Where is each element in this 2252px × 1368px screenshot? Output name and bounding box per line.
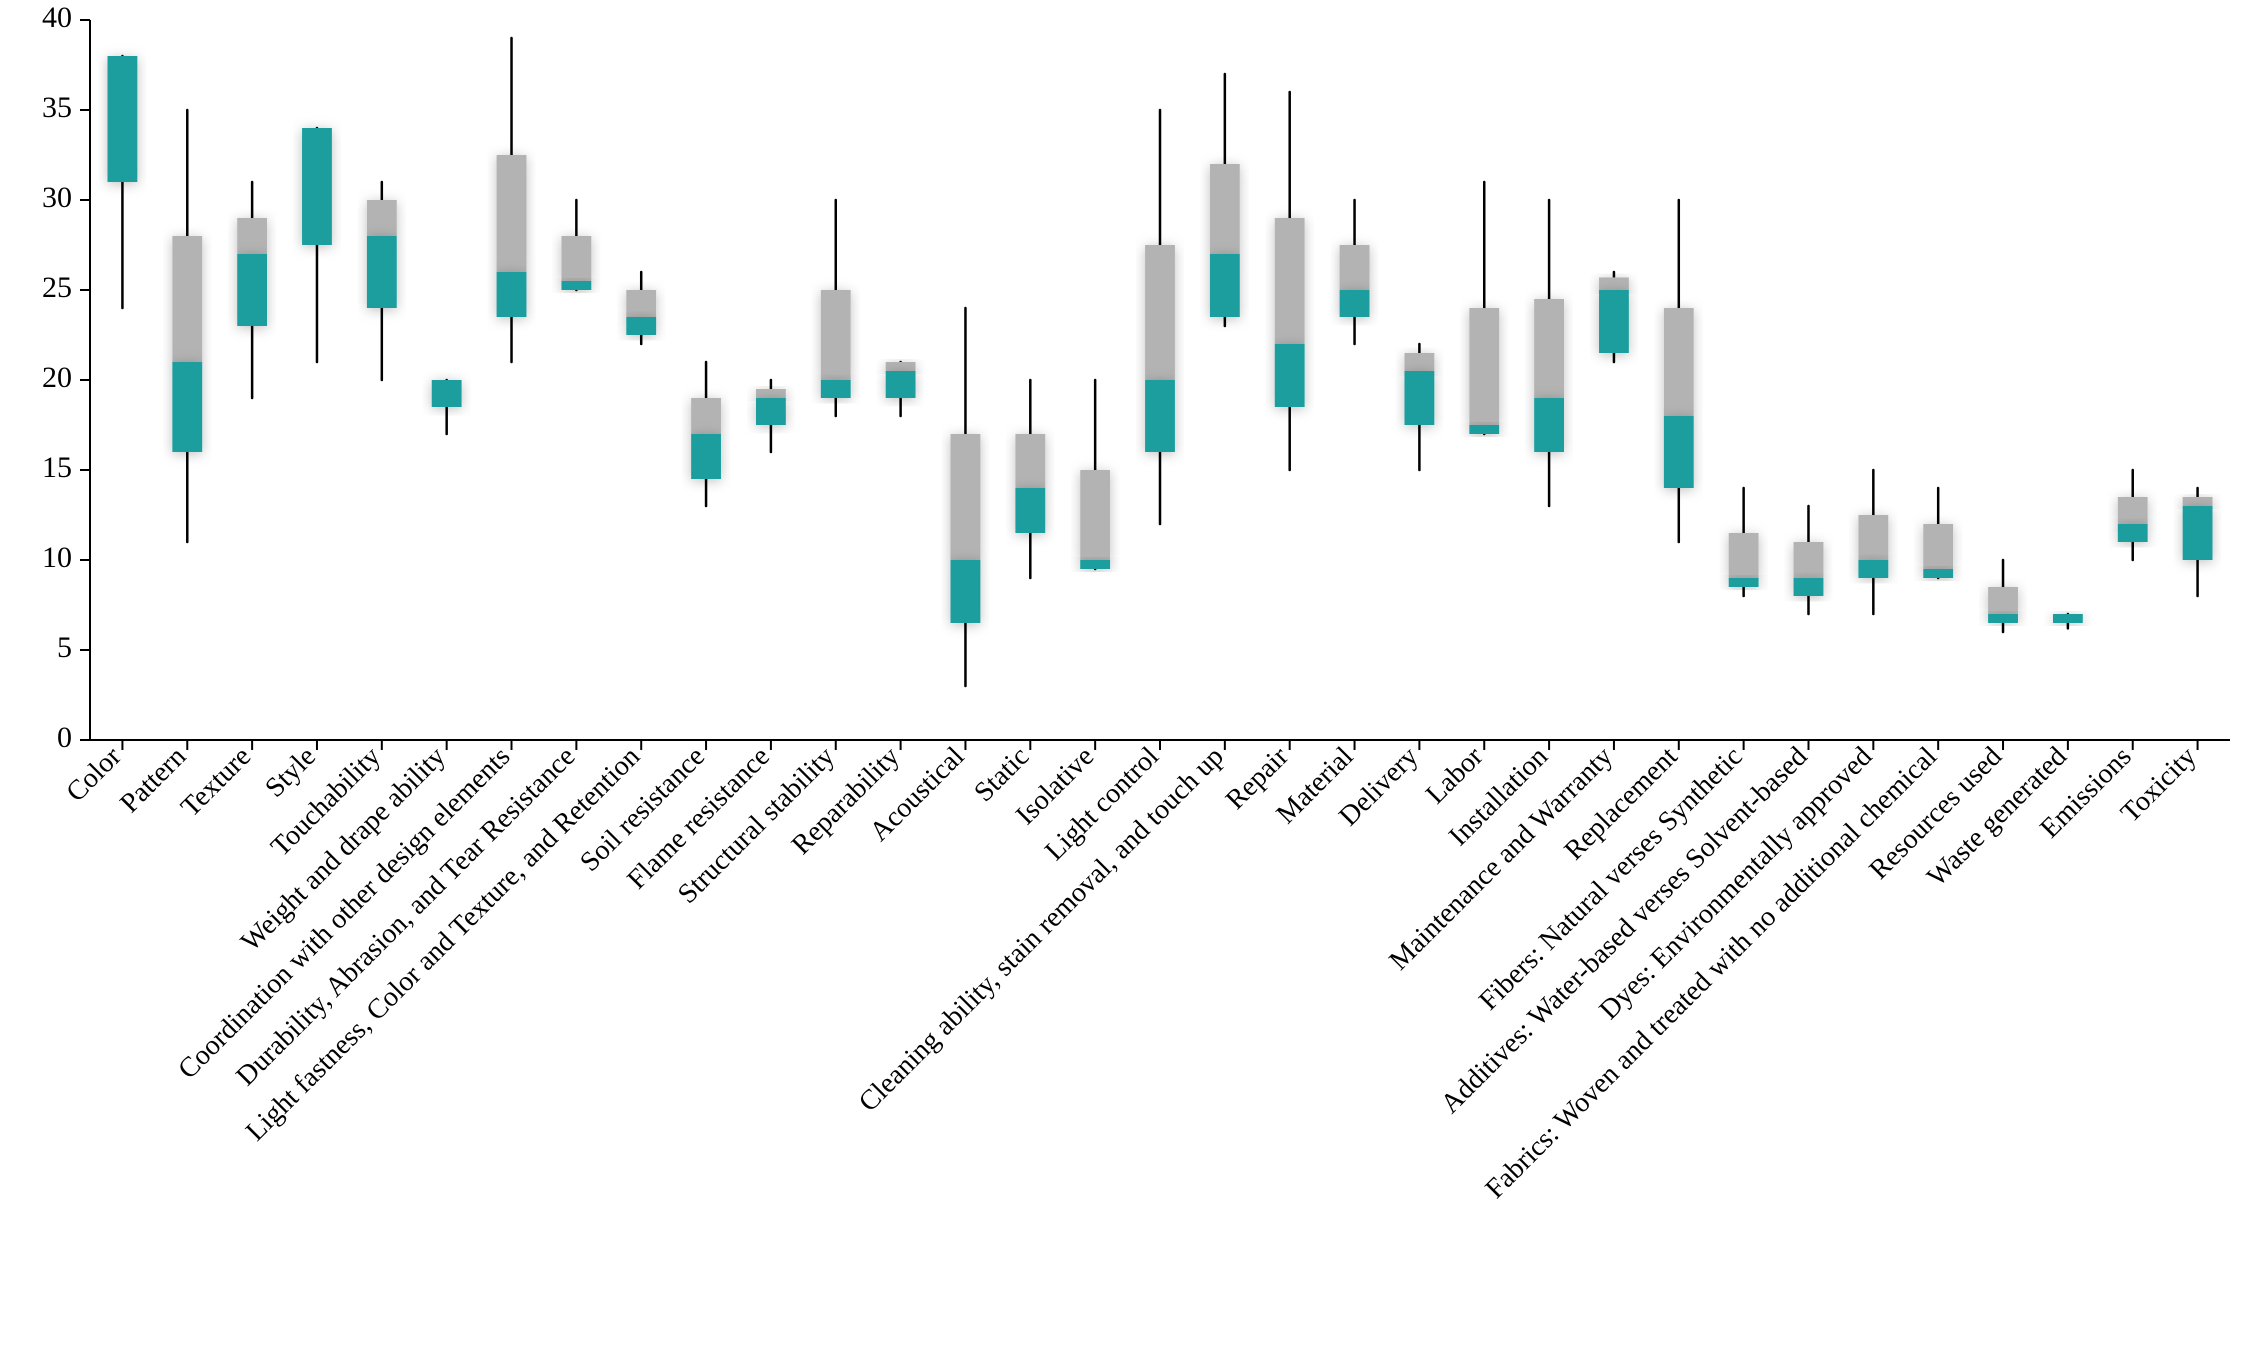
box-upper	[1404, 353, 1434, 371]
box-lower	[172, 362, 202, 452]
box-lower	[1145, 380, 1175, 452]
y-tick-label: 5	[57, 631, 72, 664]
box-upper	[1858, 515, 1888, 560]
box-upper	[1599, 277, 1629, 290]
y-tick-label: 20	[42, 361, 72, 394]
box-lower	[1469, 425, 1499, 434]
box-upper	[1340, 245, 1370, 290]
box-lower	[108, 56, 138, 182]
box-upper	[756, 389, 786, 398]
box-lower	[1404, 371, 1434, 425]
box-lower	[237, 254, 267, 326]
box-lower	[626, 317, 656, 335]
box-lower	[1015, 488, 1045, 533]
box-lower	[1858, 560, 1888, 578]
box-lower	[1794, 578, 1824, 596]
y-tick-label: 35	[42, 91, 72, 124]
box-upper	[497, 155, 527, 272]
y-tick-label: 10	[42, 541, 72, 574]
box-lower	[821, 380, 851, 398]
box-upper	[1729, 533, 1759, 578]
y-tick-label: 15	[42, 451, 72, 484]
boxplot-chart: 0510152025303540ColorPatternTextureStyle…	[0, 0, 2252, 1368]
box-upper	[1015, 434, 1045, 488]
box-lower	[1923, 569, 1953, 578]
box-upper	[1988, 587, 2018, 614]
box-upper	[2118, 497, 2148, 524]
box-lower	[1080, 560, 1110, 569]
box-upper	[561, 236, 591, 281]
box-lower	[432, 380, 462, 407]
box-upper	[691, 398, 721, 434]
box-upper	[821, 290, 851, 380]
box-lower	[1664, 416, 1694, 488]
y-tick-label: 0	[57, 721, 72, 754]
box-upper	[1469, 308, 1499, 425]
box-lower	[2183, 506, 2213, 560]
box-upper	[1534, 299, 1564, 398]
box-lower	[691, 434, 721, 479]
box-upper	[367, 200, 397, 236]
box-upper	[1923, 524, 1953, 569]
x-tick-label: Texture	[175, 741, 257, 823]
box-lower	[497, 272, 527, 317]
box-lower	[367, 236, 397, 308]
chart-svg: 0510152025303540ColorPatternTextureStyle…	[0, 0, 2252, 1368]
box-lower	[561, 281, 591, 290]
y-tick-label: 40	[42, 1, 72, 34]
y-tick-label: 25	[42, 271, 72, 304]
box-lower	[2118, 524, 2148, 542]
box-lower	[1210, 254, 1240, 317]
box-lower	[886, 371, 916, 398]
box-upper	[1080, 470, 1110, 560]
box-lower	[302, 128, 332, 245]
box-upper	[1794, 542, 1824, 578]
box-upper	[1210, 164, 1240, 254]
box-lower	[1534, 398, 1564, 452]
box-lower	[2053, 614, 2083, 623]
box-upper	[626, 290, 656, 317]
box-lower	[951, 560, 981, 623]
box-upper	[886, 362, 916, 371]
box-lower	[756, 398, 786, 425]
box-upper	[237, 218, 267, 254]
box-lower	[1275, 344, 1305, 407]
box-upper	[951, 434, 981, 560]
box-upper	[2183, 497, 2213, 506]
box-upper	[1145, 245, 1175, 380]
box-lower	[1988, 614, 2018, 623]
box-lower	[1599, 290, 1629, 353]
box-upper	[1664, 308, 1694, 416]
box-lower	[1340, 290, 1370, 317]
box-lower	[1729, 578, 1759, 587]
box-upper	[172, 236, 202, 362]
y-tick-label: 30	[42, 181, 72, 214]
box-upper	[1275, 218, 1305, 344]
